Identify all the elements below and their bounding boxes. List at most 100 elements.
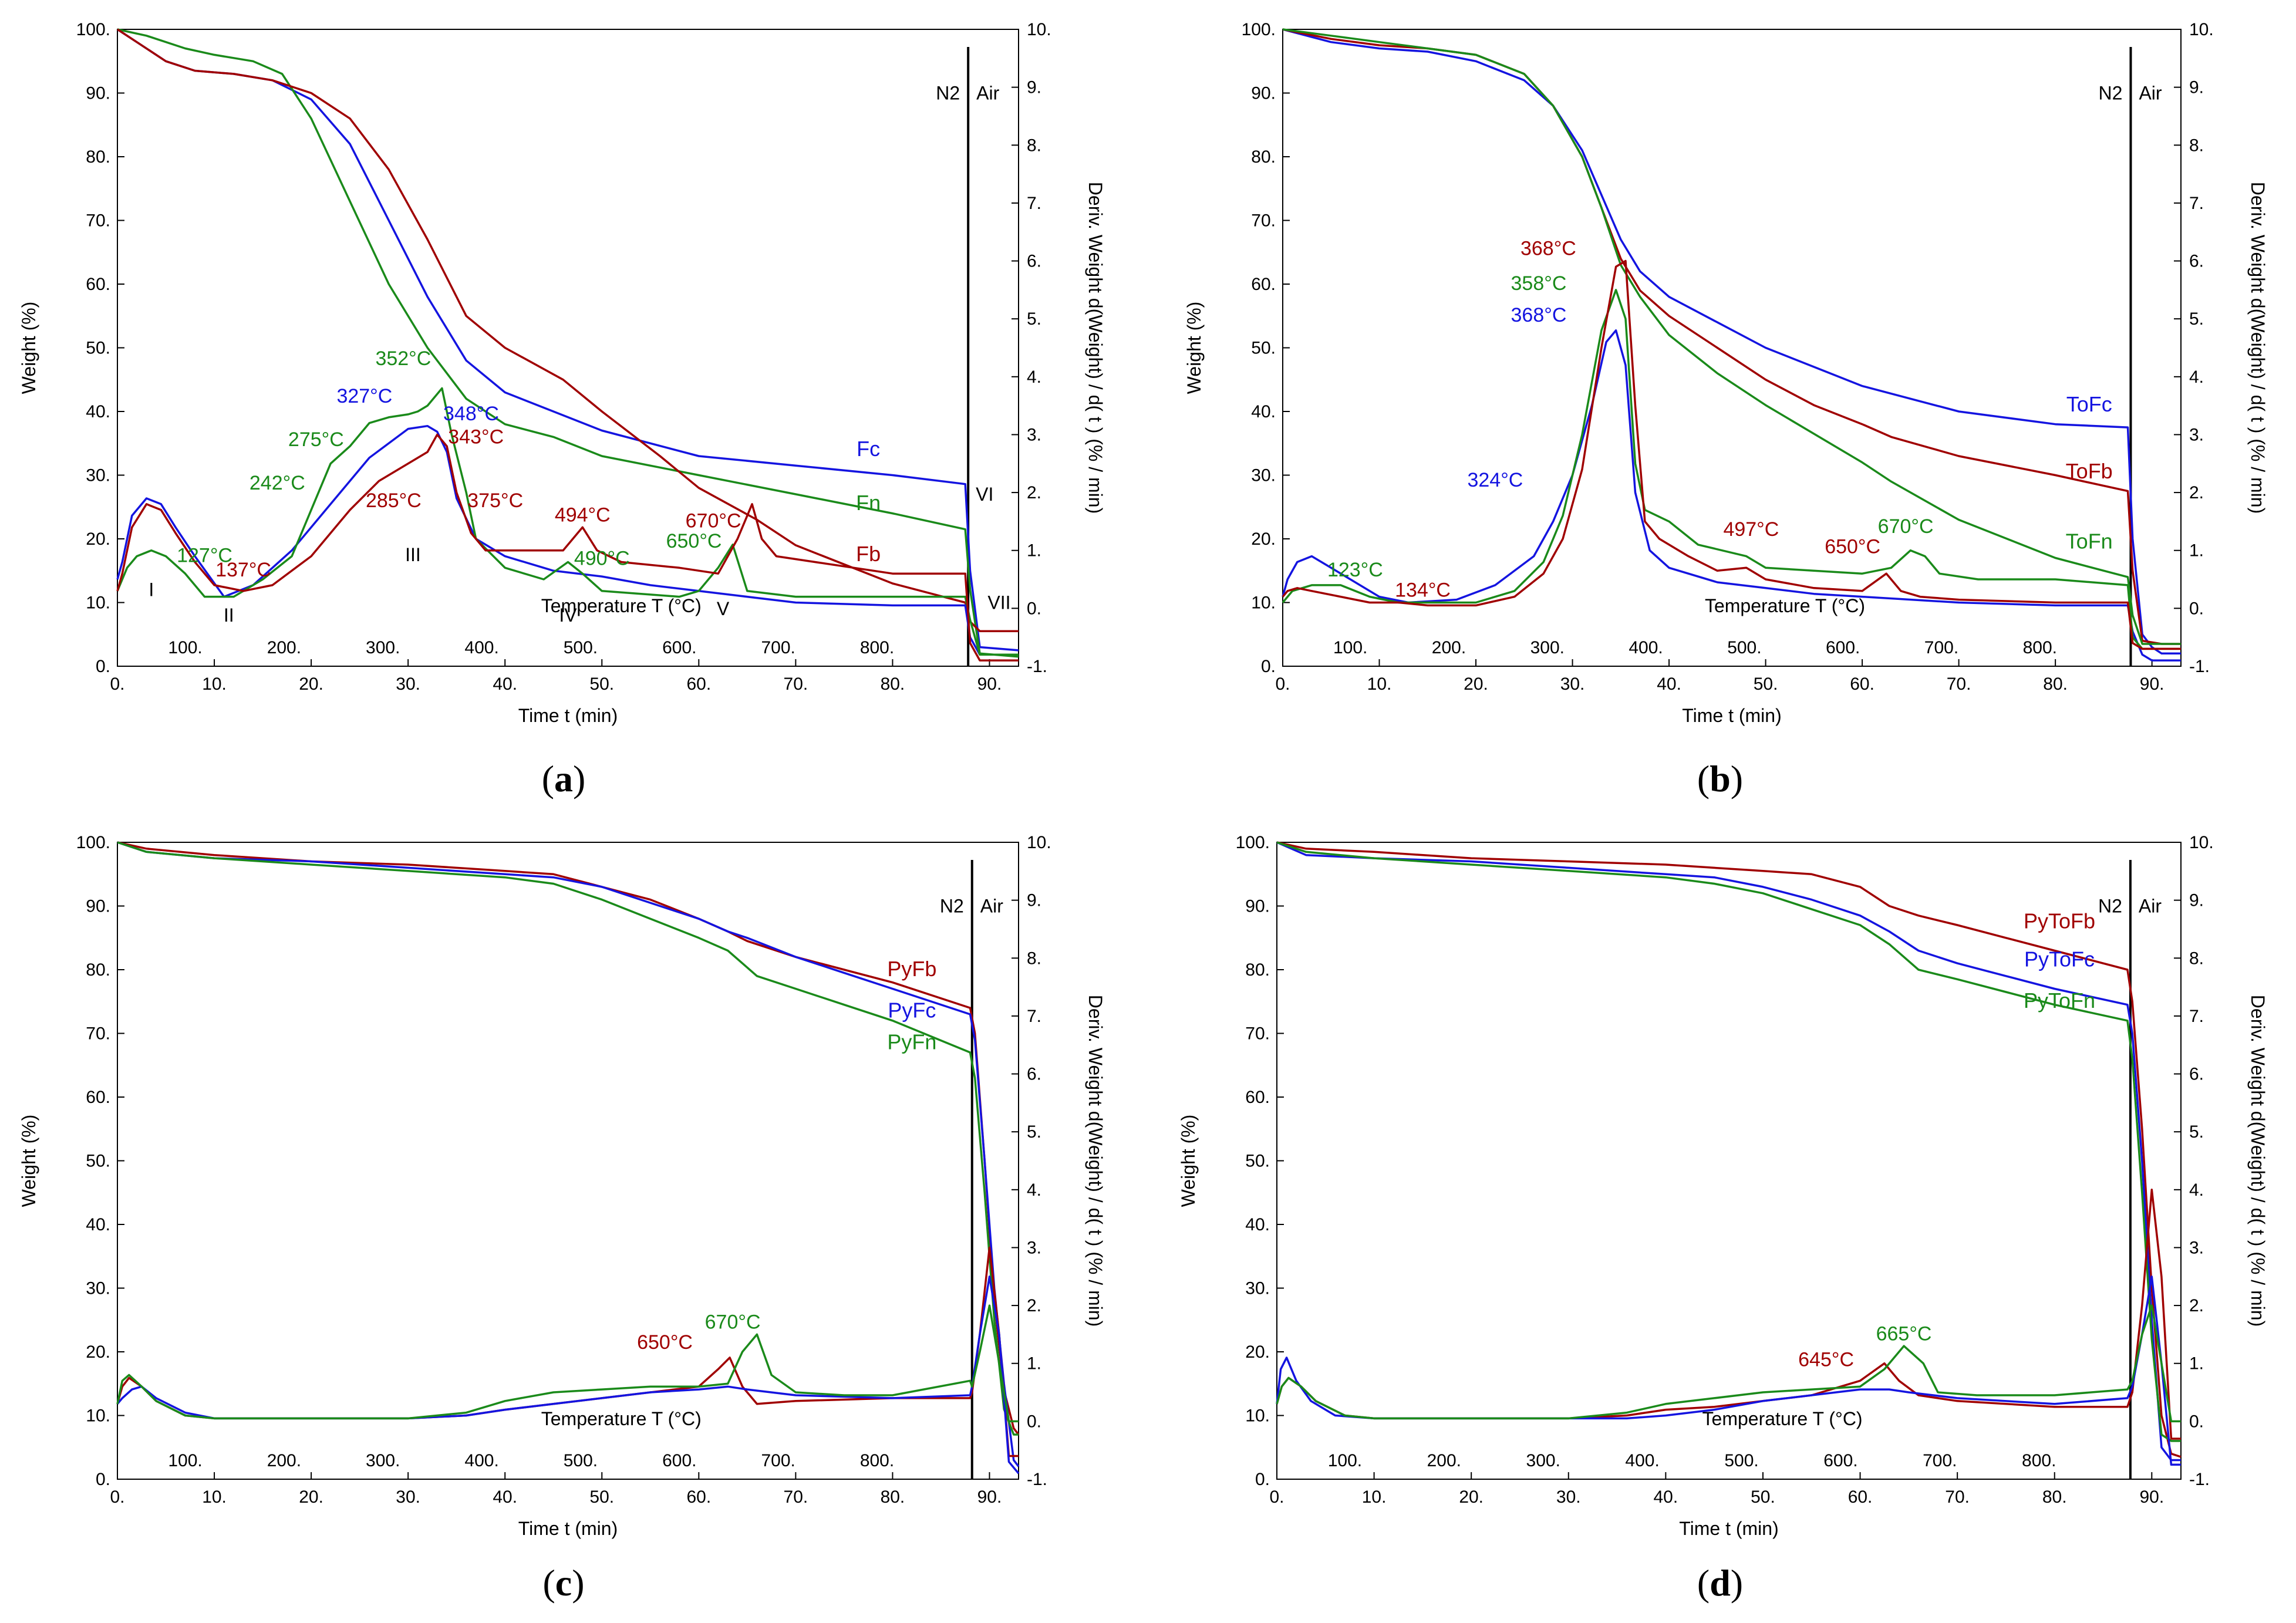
plot-frame	[1276, 842, 2182, 1480]
y2-tick-label: 1.	[1027, 1354, 1041, 1374]
x-tick-label: 50.	[1751, 1487, 1775, 1507]
plot-frame	[117, 842, 1019, 1480]
y2-tick-label: 8.	[1027, 136, 1041, 155]
x-tick-label: 70.	[784, 674, 808, 694]
y-tick-label: 100.	[76, 833, 110, 852]
y-tick-label: 50.	[86, 339, 110, 358]
peak-annotation: 670°C	[686, 509, 741, 532]
region-label: I	[149, 579, 154, 600]
temperature-tick-label: 200.	[1427, 1451, 1461, 1470]
y-tick-label: 70.	[86, 211, 110, 231]
temperature-tick-label: 800.	[860, 638, 894, 657]
peak-annotation: 327°C	[336, 385, 392, 407]
atmosphere-label-air: Air	[980, 895, 1003, 916]
weight-curve-pyfb	[117, 841, 1020, 1436]
x-tick-label: 80.	[881, 1487, 905, 1507]
derivative-curve-pytofc-deriv	[1276, 1276, 2181, 1466]
y2-tick-label: 5.	[1027, 309, 1041, 329]
temperature-tick-label: 600.	[662, 638, 696, 657]
y2-tick-label: 10.	[1027, 833, 1051, 852]
peak-annotation: 650°C	[1825, 536, 1880, 558]
derivative-curve-fn-deriv	[116, 387, 1019, 656]
x-tick-label: 30.	[1556, 1487, 1581, 1507]
y2-tick-label: 8.	[1027, 949, 1041, 968]
y-tick-label: 10.	[86, 1406, 110, 1426]
y2-tick-label: 4.	[1027, 1180, 1041, 1200]
y2-tick-label: 0.	[1027, 599, 1041, 618]
y-tick-label: 0.	[1255, 1470, 1270, 1489]
peak-annotation: 497°C	[1723, 518, 1779, 541]
series-label: PyToFn	[2024, 988, 2095, 1013]
y2-axis-label: Deriv. Weight d(Weight) / d( t ) (% / mi…	[2247, 182, 2268, 514]
y2-tick-label: 9.	[1027, 78, 1041, 97]
y2-tick-label: 3.	[2189, 425, 2204, 444]
y2-tick-label: 2.	[1027, 1296, 1041, 1315]
x-axis-label: Time t (min)	[1682, 705, 1781, 726]
y-tick-label: 80.	[86, 960, 110, 980]
y2-axis-label: Deriv. Weight d(Weight) / d( t ) (% / mi…	[1085, 182, 1106, 514]
temperature-tick-label: 500.	[1727, 638, 1761, 657]
weight-curve-fn	[117, 28, 1019, 658]
y2-tick-label: 4.	[2189, 367, 2204, 387]
temperature-tick-label: 500.	[1724, 1451, 1758, 1470]
weight-curve-fc	[117, 28, 1019, 652]
x-tick-label: 60.	[686, 1487, 711, 1507]
peak-annotation: 650°C	[666, 530, 722, 552]
x-tick-label: 60.	[1850, 674, 1874, 694]
y2-tick-label: 0.	[2189, 599, 2204, 618]
x-tick-label: 60.	[686, 674, 711, 694]
temperature-tick-label: 300.	[1530, 638, 1565, 657]
temperature-tick-label: 600.	[662, 1451, 696, 1470]
x-tick-label: 30.	[1560, 674, 1585, 694]
x-tick-label: 70.	[784, 1487, 808, 1507]
y2-tick-label: -1.	[1027, 657, 1047, 676]
y2-tick-label: 6.	[2189, 1065, 2204, 1084]
y-tick-label: 80.	[1251, 147, 1276, 167]
peak-annotation: 358°C	[1511, 272, 1567, 295]
y-tick-label: 0.	[1261, 657, 1276, 676]
series-label: ToFn	[2066, 529, 2113, 553]
temperature-tick-label: 400.	[1629, 638, 1663, 657]
y2-tick-label: 1.	[2189, 1354, 2204, 1374]
x-tick-label: 10.	[1362, 1487, 1387, 1507]
y-tick-label: 30.	[86, 466, 110, 485]
temperature-tick-label: 700.	[761, 638, 795, 657]
caption-a: (a)	[541, 758, 586, 799]
weight-curve-pyfn	[117, 841, 1019, 1436]
peak-annotation: 665°C	[1876, 1322, 1932, 1345]
peak-annotation: 368°C	[1520, 238, 1576, 260]
peak-annotation: 324°C	[1467, 469, 1523, 491]
y-tick-label: 20.	[1251, 529, 1276, 549]
region-label: VII	[987, 592, 1010, 613]
temperature-tick-label: 300.	[366, 638, 400, 657]
weight-curve-fb	[117, 28, 1019, 633]
y2-tick-label: 2.	[2189, 1296, 2204, 1315]
temperature-tick-label: 100.	[1328, 1451, 1362, 1470]
temperature-axis-label: Temperature T (°C)	[541, 595, 702, 616]
peak-annotation: 494°C	[555, 504, 611, 526]
y2-tick-label: 9.	[1027, 891, 1041, 910]
y2-tick-label: -1.	[1027, 1470, 1047, 1489]
y2-tick-label: 3.	[1027, 1238, 1041, 1257]
x-tick-label: 0.	[110, 1487, 124, 1507]
y2-tick-label: 10.	[1027, 20, 1051, 39]
weight-curve-tofn	[1282, 28, 2181, 645]
y-tick-label: 20.	[86, 1342, 110, 1362]
y2-tick-label: 5.	[1027, 1122, 1041, 1142]
temperature-tick-label: 400.	[1625, 1451, 1659, 1470]
y2-tick-label: 2.	[1027, 483, 1041, 502]
temperature-tick-label: 400.	[464, 638, 498, 657]
x-tick-label: 10.	[202, 1487, 227, 1507]
weight-curve-tofc	[1282, 28, 2181, 655]
peak-annotation: 348°C	[443, 403, 499, 425]
x-tick-label: 40.	[493, 1487, 517, 1507]
temperature-tick-label: 100.	[168, 1451, 202, 1470]
temperature-tick-label: 500.	[564, 638, 598, 657]
y2-tick-label: 4.	[1027, 367, 1041, 387]
y2-tick-label: 8.	[2189, 949, 2204, 968]
y2-tick-label: 3.	[1027, 425, 1041, 444]
y-tick-label: 50.	[1245, 1152, 1270, 1171]
region-label: V	[717, 598, 730, 619]
temperature-axis-label: Temperature T (°C)	[1705, 595, 1865, 616]
peak-annotation: 670°C	[705, 1311, 761, 1334]
